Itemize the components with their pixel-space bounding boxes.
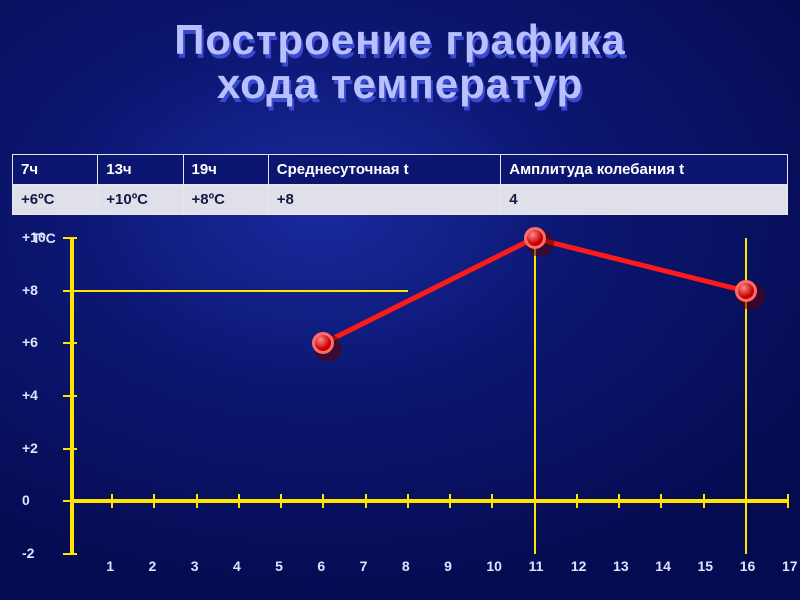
- x-tick: [491, 494, 493, 508]
- table-header-cell: Амплитуда колебания t: [501, 155, 788, 185]
- slide-title-main: Построение графика хода температур: [0, 18, 800, 106]
- y-axis-label: 0: [22, 492, 30, 508]
- x-tick: [787, 494, 789, 508]
- data-table: 7ч 13ч 19ч Среднесуточная t Амплитуда ко…: [12, 154, 788, 215]
- y-tick: [63, 395, 77, 397]
- table-header-cell: 7ч: [13, 155, 98, 185]
- x-axis-label: 10: [486, 558, 502, 574]
- table-cell: +8: [268, 185, 501, 215]
- x-axis-label: 14: [655, 558, 671, 574]
- series-segment: [534, 236, 746, 294]
- x-tick: [407, 494, 409, 508]
- x-axis-label: 3: [191, 558, 199, 574]
- x-axis-label: 7: [360, 558, 368, 574]
- table-header-cell: 13ч: [98, 155, 183, 185]
- y-axis-label: +10: [22, 229, 46, 245]
- y-tick: [63, 448, 77, 450]
- x-tick: [280, 494, 282, 508]
- grid-vertical: [534, 238, 536, 554]
- x-axis-label: 17: [782, 558, 798, 574]
- table-cell: +8ºC: [183, 185, 268, 215]
- y-tick: [63, 342, 77, 344]
- table-row: +6ºC +10ºC +8ºC +8 4: [13, 185, 788, 215]
- slide-title: Построение графика хода температур Постр…: [0, 0, 800, 106]
- x-axis-label: 2: [148, 558, 156, 574]
- x-axis-label: 16: [740, 558, 756, 574]
- temperature-chart: TºC +10+8+6+4+20-21234567891011121314151…: [12, 230, 788, 590]
- x-tick: [196, 494, 198, 508]
- data-point: [524, 227, 546, 249]
- x-axis-label: 4: [233, 558, 241, 574]
- table-header-row: 7ч 13ч 19ч Среднесуточная t Амплитуда ко…: [13, 155, 788, 185]
- grid-horizontal: [70, 290, 408, 292]
- y-axis-label: +2: [22, 440, 38, 456]
- x-axis-label: 15: [698, 558, 714, 574]
- table-cell: +6ºC: [13, 185, 98, 215]
- x-axis-label: 11: [529, 558, 544, 574]
- y-tick: [63, 237, 77, 239]
- x-tick: [618, 494, 620, 508]
- x-tick: [660, 494, 662, 508]
- plot-area: [70, 238, 788, 554]
- y-axis-label: +6: [22, 334, 38, 350]
- x-tick: [449, 494, 451, 508]
- table-cell: +10ºC: [98, 185, 183, 215]
- x-tick: [111, 494, 113, 508]
- table-header-cell: Среднесуточная t: [268, 155, 501, 185]
- x-tick: [238, 494, 240, 508]
- table-header-cell: 19ч: [183, 155, 268, 185]
- table-cell: 4: [501, 185, 788, 215]
- y-axis-label: +8: [22, 282, 38, 298]
- x-axis-label: 9: [444, 558, 452, 574]
- x-axis-label: 12: [571, 558, 587, 574]
- x-axis-label: 13: [613, 558, 629, 574]
- data-point: [735, 280, 757, 302]
- y-axis-label: -2: [22, 545, 34, 561]
- x-tick: [365, 494, 367, 508]
- x-tick: [703, 494, 705, 508]
- data-point: [312, 332, 334, 354]
- y-axis-label: +4: [22, 387, 38, 403]
- x-axis-label: 8: [402, 558, 410, 574]
- x-axis-label: 1: [106, 558, 114, 574]
- x-tick: [153, 494, 155, 508]
- y-tick: [63, 553, 77, 555]
- x-axis-label: 6: [317, 558, 325, 574]
- x-axis-label: 5: [275, 558, 283, 574]
- x-tick: [576, 494, 578, 508]
- x-axis-line: [70, 499, 788, 503]
- y-tick: [63, 500, 77, 502]
- x-tick: [322, 494, 324, 508]
